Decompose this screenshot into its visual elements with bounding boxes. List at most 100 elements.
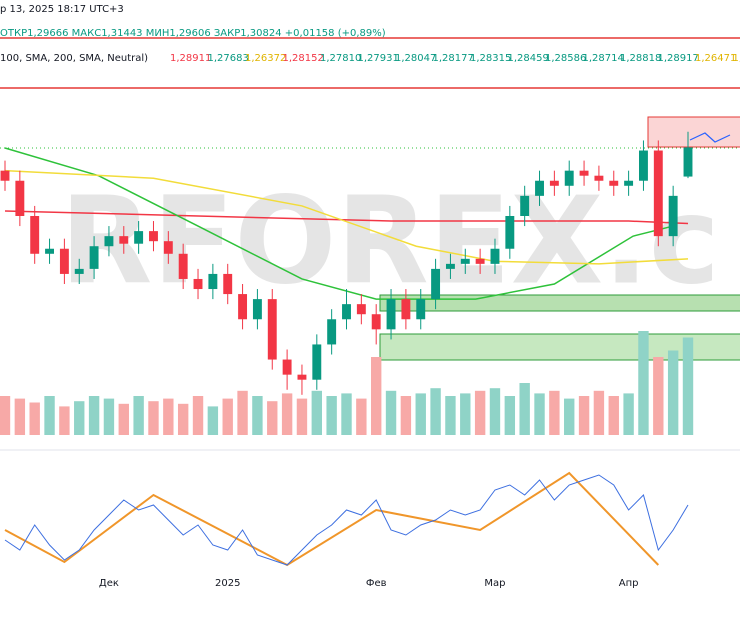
candle-body: [0, 170, 10, 181]
x-tick-label: Фев: [366, 578, 387, 589]
candle-body: [668, 195, 678, 237]
volume-bar: [88, 396, 100, 435]
ohlc: ОТКР1,29666 МАКС1,31443 МИН1,29606 ЗАКР1…: [0, 28, 386, 39]
volume-bar: [667, 350, 679, 435]
resistance-zone: [647, 116, 740, 148]
candle-body: [431, 268, 441, 300]
candle-body: [149, 231, 158, 242]
volume-bar: [177, 403, 189, 435]
ma-value: 1,27931: [358, 53, 399, 64]
candle-body: [208, 273, 218, 290]
ma-value: 1,28818: [620, 53, 661, 64]
volume-bar: [638, 331, 649, 435]
x-tick-label: 2025: [215, 578, 240, 589]
volume-bar: [489, 388, 501, 435]
volume-bar: [385, 390, 397, 435]
candle-body: [238, 294, 248, 320]
candle-body: [549, 180, 559, 186]
volume-bar: [460, 393, 471, 435]
candle-body: [45, 248, 54, 254]
candle-body: [371, 314, 381, 330]
candle-body: [520, 195, 530, 216]
volume-bar: [0, 396, 11, 435]
ma-value: 1,28315: [470, 53, 511, 64]
zigzag: [4, 471, 660, 567]
ma-value: 1,27683: [208, 53, 249, 64]
candle-body: [178, 253, 188, 279]
x-tick-label: Мар: [484, 578, 505, 589]
volume-bar: [133, 396, 144, 435]
volume-bar: [682, 337, 694, 435]
volume-bar: [415, 393, 426, 435]
volume-bar: [74, 401, 85, 435]
candle-body: [134, 231, 144, 244]
candle-body: [609, 180, 619, 186]
volume-bar: [608, 396, 619, 435]
volume-bar: [103, 398, 115, 435]
volume-bar: [653, 357, 664, 435]
watermark: RFOREX.c: [60, 173, 720, 312]
candle-body: [104, 236, 114, 247]
candle-body: [490, 248, 500, 264]
candle-body: [223, 273, 233, 295]
volume-bar: [519, 383, 530, 435]
candle-body: [445, 263, 455, 269]
volume-bar: [534, 393, 545, 435]
candle-body: [594, 175, 604, 181]
candle-body: [267, 299, 277, 360]
ma-value: 1,28586: [545, 53, 586, 64]
candle-body: [252, 299, 262, 320]
volume-bar: [29, 402, 40, 435]
ma-value: 1,26372: [245, 53, 286, 64]
volume-bar: [296, 398, 308, 435]
volume-bar: [44, 396, 55, 435]
candle-body: [119, 236, 129, 244]
support-zone: [379, 333, 740, 361]
volume-bar: [207, 406, 219, 435]
candle-body: [74, 268, 84, 274]
candle-body: [535, 180, 544, 196]
candle-body: [356, 304, 366, 315]
volume-bar: [118, 403, 129, 435]
ma-label: 100, SMA, 200, SMA, Neutral): [0, 53, 148, 64]
moving-average: [4, 169, 689, 265]
moving-average: [4, 210, 689, 225]
ma-value: 1,28459: [508, 53, 549, 64]
ma-value: 1,26477: [733, 53, 740, 64]
x-tick-label: Дек: [99, 578, 119, 589]
candle-body: [312, 344, 322, 380]
ma-value: 1,28047: [395, 53, 436, 64]
candle-body: [683, 147, 693, 177]
volume-bar: [252, 396, 263, 435]
oscillator-line: [4, 474, 689, 566]
moving-average: [4, 147, 674, 300]
candle-body: [653, 150, 663, 237]
candle-body: [505, 216, 515, 249]
x-tick-label: Апр: [619, 578, 639, 589]
candle-body: [297, 374, 307, 380]
candle-body: [416, 299, 426, 320]
volume-bar: [578, 396, 590, 435]
volume-bar: [59, 406, 70, 435]
ma-value: 1,28152: [283, 53, 324, 64]
volume-bar: [370, 357, 382, 435]
volume-bar: [356, 398, 367, 435]
candle-body: [639, 150, 648, 181]
candle-body: [59, 248, 69, 274]
volume-bar: [341, 393, 352, 435]
projection-arrow: [689, 132, 731, 143]
candle-body: [30, 216, 40, 254]
ma-value: 1,28911: [170, 53, 211, 64]
volume-bar: [192, 396, 204, 435]
candle-body: [460, 258, 470, 264]
volume-bar: [474, 390, 486, 435]
candle-body: [327, 319, 337, 345]
candle-body: [624, 180, 634, 186]
candle-body: [401, 299, 411, 320]
candle-body: [564, 170, 574, 186]
volume-bar: [222, 398, 233, 435]
ma-value: 1,28177: [433, 53, 474, 64]
candle-body: [282, 359, 292, 375]
volume-bar: [593, 390, 605, 435]
volume-bar: [400, 396, 412, 435]
